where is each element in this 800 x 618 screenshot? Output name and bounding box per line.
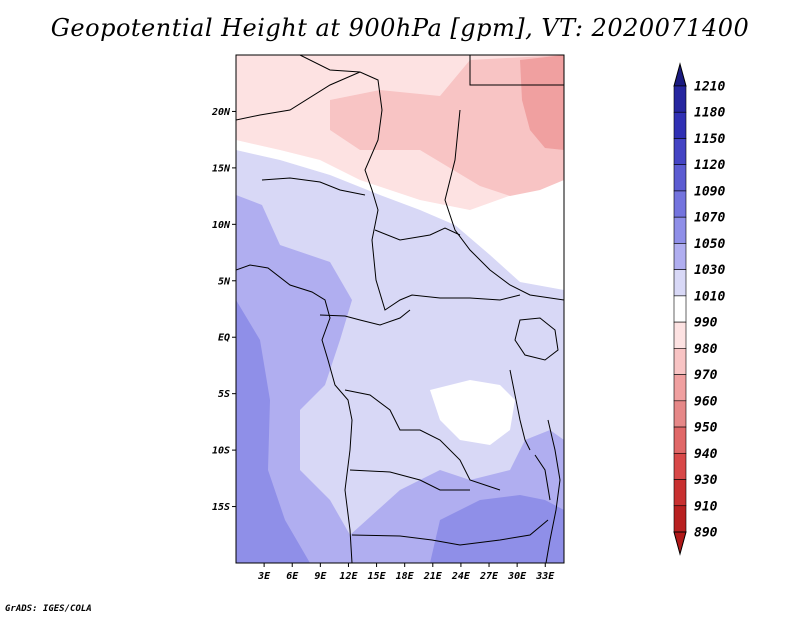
lon-tick-label: 18E <box>396 571 415 582</box>
lon-tick-label: 15E <box>368 571 387 582</box>
border-8 <box>344 389 501 491</box>
field-white-central <box>430 380 515 445</box>
colorbar-label: 970 <box>694 368 718 383</box>
colorbar: 1210 1180 1150 1120 1090 1070 1050 1030 1010 990 9… <box>673 62 725 556</box>
height-field <box>236 55 564 563</box>
colorbar-label: 1120 <box>694 158 725 173</box>
lon-tick-label: 21E <box>423 571 443 582</box>
chart-title: Geopotential Height at 900hPa [gpm], VT:… <box>50 14 750 42</box>
border-4 <box>444 109 564 301</box>
colorbar-top-arrow <box>673 62 687 87</box>
coastline-west <box>236 264 353 563</box>
colorbar-label: 1030 <box>694 263 725 278</box>
colorbar-label: 950 <box>694 421 718 436</box>
lon-tick-label: 12E <box>339 571 358 582</box>
lon-tick-label: 6E <box>286 571 299 582</box>
colorbar-label: 910 <box>694 499 718 514</box>
lat-tick-label: 5N <box>218 276 231 287</box>
lat-tick-label: EQ <box>218 333 230 344</box>
border-1 <box>299 55 521 311</box>
lon-tick-label: 3E <box>257 571 271 582</box>
border-3 <box>469 55 564 86</box>
colorbar-label: 1070 <box>694 211 725 226</box>
field-1010-1030 <box>236 150 564 563</box>
lon-tick-label: 27E <box>479 571 499 582</box>
colorbar-label: 1010 <box>694 289 725 304</box>
lat-tick-label: 15S <box>212 502 230 513</box>
colorbar-label: 930 <box>694 473 718 488</box>
colorbar-swatch <box>673 111 687 139</box>
colorbar-bottom-arrow <box>673 531 687 556</box>
colorbar-swatch <box>673 216 687 244</box>
boundaries <box>236 55 564 563</box>
border-2 <box>236 71 361 121</box>
colorbar-swatch <box>673 452 687 480</box>
lon-tick-label: 24E <box>451 571 471 582</box>
latitude-axis: 20N 15N 10N 5N EQ 5S 10S 15S <box>211 107 236 513</box>
colorbar-swatch <box>673 321 687 349</box>
longitude-axis: 3E 6E 9E 12E 15E 18E 21E 24E 27E 30E 33E <box>257 563 555 582</box>
field-970-980-north <box>330 55 564 196</box>
colorbar-label: 1090 <box>694 184 725 199</box>
colorbar-swatch <box>673 190 687 218</box>
lon-tick-label: 9E <box>314 571 327 582</box>
lat-tick-label: 10N <box>212 220 231 231</box>
field-960-970-northeast <box>520 55 564 150</box>
border-9 <box>349 469 470 491</box>
lat-tick-label: 20N <box>211 107 231 118</box>
colorbar-label: 1050 <box>694 237 725 252</box>
colorbar-swatch <box>673 138 687 166</box>
colorbar-swatch <box>673 348 687 375</box>
field-1050-1070-southeast <box>430 495 564 563</box>
border-10 <box>351 519 549 546</box>
colorbar-label: 990 <box>694 316 718 331</box>
field-1030-1050 <box>236 195 564 563</box>
colorbar-label: 980 <box>694 342 718 357</box>
colorbar-label: 890 <box>694 526 718 541</box>
colorbar-swatch <box>673 85 687 113</box>
colorbar-swatch <box>673 479 687 507</box>
lon-tick-label: 30E <box>507 571 527 582</box>
border-6 <box>374 227 461 241</box>
border-7 <box>319 309 411 326</box>
colorbar-label: 1150 <box>694 132 725 147</box>
coastline-east <box>545 419 561 563</box>
colorbar-swatch <box>673 400 687 428</box>
rift-lakes <box>509 369 551 501</box>
colorbar-swatch <box>673 295 687 323</box>
colorbar-swatch <box>673 243 687 270</box>
colorbar-swatch <box>673 426 687 454</box>
lon-tick-label: 33E <box>535 571 555 582</box>
colorbar-label: 940 <box>694 447 718 462</box>
colorbar-label: 1210 <box>694 80 725 95</box>
grads-credit: GrADS: IGES/COLA <box>5 604 92 614</box>
field-1050-1070 <box>236 300 310 563</box>
colorbar-swatch <box>673 505 687 533</box>
lat-tick-label: 10S <box>212 446 230 457</box>
colorbar-swatch <box>673 269 687 297</box>
colorbar-label: 1180 <box>694 106 725 121</box>
map-frame <box>235 54 565 564</box>
colorbar-swatch <box>673 164 687 192</box>
lat-tick-label: 15N <box>212 163 231 174</box>
border-5 <box>261 177 366 196</box>
lat-tick-label: 5S <box>218 389 230 400</box>
lake-victoria-coast <box>514 317 559 361</box>
colorbar-swatch <box>673 374 687 402</box>
colorbar-label: 960 <box>694 394 718 409</box>
